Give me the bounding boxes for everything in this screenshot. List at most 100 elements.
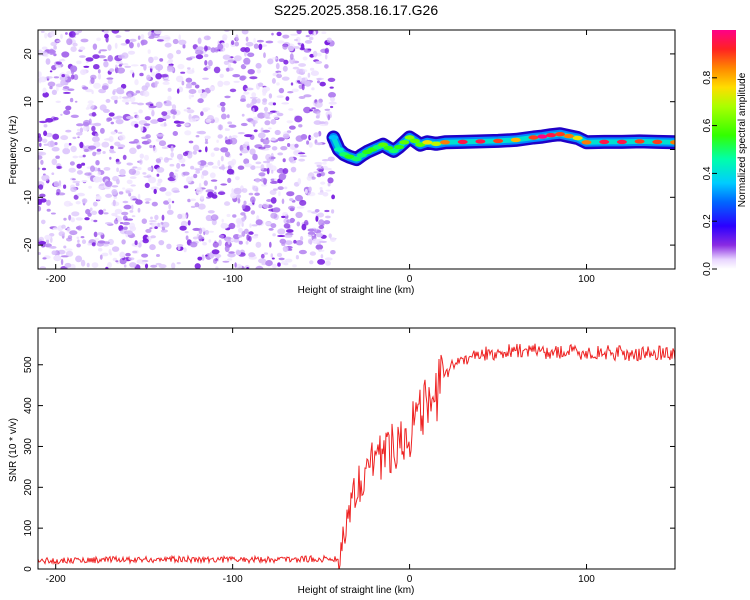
noise-speckle — [214, 253, 222, 258]
noise-speckle — [198, 160, 207, 166]
noise-speckle — [307, 72, 311, 78]
noise-speckle — [155, 101, 163, 109]
noise-speckle — [241, 30, 249, 35]
noise-speckle — [154, 214, 159, 221]
noise-speckle — [94, 238, 100, 241]
noise-speckle — [316, 52, 322, 57]
noise-speckle — [163, 122, 167, 127]
noise-speckle — [65, 105, 72, 111]
noise-speckle — [183, 247, 187, 253]
spectrogram-xtick-label: -100 — [223, 274, 243, 285]
noise-speckle — [244, 163, 252, 168]
noise-speckle — [224, 137, 229, 141]
noise-speckle — [98, 209, 104, 215]
noise-speckle — [68, 142, 72, 146]
noise-speckle — [307, 238, 313, 245]
noise-speckle — [277, 262, 281, 267]
noise-speckle — [233, 238, 240, 243]
noise-speckle — [68, 214, 72, 221]
noise-speckle — [240, 98, 246, 102]
noise-speckle — [224, 95, 231, 99]
noise-speckle — [292, 264, 297, 268]
noise-speckle — [65, 129, 72, 133]
noise-speckle — [204, 135, 211, 140]
noise-speckle — [67, 235, 73, 239]
noise-speckle — [282, 133, 290, 139]
noise-speckle — [103, 138, 112, 141]
noise-speckle — [307, 210, 312, 213]
signal-track-point — [457, 139, 468, 145]
noise-speckle — [311, 176, 316, 180]
noise-speckle — [47, 81, 56, 87]
noise-speckle — [60, 79, 66, 86]
noise-speckle — [244, 134, 253, 138]
noise-speckle — [176, 124, 182, 127]
noise-speckle — [89, 207, 93, 212]
noise-speckle — [308, 186, 312, 192]
spectrogram-ytick-label: 0 — [23, 146, 34, 152]
noise-speckle — [265, 116, 271, 120]
noise-speckle — [39, 120, 48, 124]
noise-speckle — [60, 258, 64, 266]
noise-speckle — [191, 67, 195, 73]
noise-speckle — [288, 108, 294, 111]
noise-speckle — [237, 227, 243, 233]
noise-speckle — [111, 189, 118, 195]
noise-speckle — [263, 144, 271, 149]
noise-speckle — [63, 200, 72, 207]
noise-speckle — [277, 186, 284, 191]
noise-speckle — [183, 123, 190, 127]
noise-speckle — [237, 165, 245, 170]
noise-speckle — [135, 199, 143, 205]
noise-speckle — [187, 67, 191, 70]
noise-speckle — [84, 172, 92, 176]
noise-speckle — [115, 260, 119, 263]
noise-speckle — [66, 38, 73, 46]
noise-speckle — [191, 81, 197, 86]
noise-speckle — [85, 88, 93, 93]
noise-speckle — [181, 163, 186, 167]
noise-speckle — [235, 34, 239, 41]
noise-speckle — [120, 43, 128, 46]
noise-speckle — [271, 146, 278, 151]
noise-speckle — [150, 216, 153, 220]
noise-speckle — [136, 115, 140, 121]
noise-speckle — [99, 49, 108, 52]
noise-speckle — [294, 115, 303, 123]
noise-speckle — [321, 159, 330, 162]
noise-speckle — [159, 224, 163, 229]
noise-speckle — [132, 198, 139, 201]
noise-speckle — [90, 219, 94, 222]
signal-track-point — [333, 147, 344, 152]
noise-speckle — [132, 166, 138, 169]
noise-speckle — [210, 214, 219, 221]
noise-speckle — [160, 221, 164, 225]
noise-speckle — [286, 219, 294, 224]
noise-speckle — [205, 146, 208, 153]
noise-speckle — [109, 252, 113, 256]
noise-speckle — [160, 74, 169, 78]
noise-speckle — [63, 184, 67, 189]
noise-speckle — [227, 63, 232, 69]
noise-speckle — [238, 240, 243, 245]
noise-speckle — [271, 257, 275, 260]
noise-speckle — [328, 101, 337, 105]
noise-speckle — [244, 141, 250, 145]
noise-speckle — [257, 132, 266, 139]
noise-speckle — [128, 257, 135, 261]
noise-speckle — [167, 53, 174, 60]
noise-speckle — [284, 234, 293, 238]
noise-speckle — [101, 252, 109, 257]
signal-track-point — [404, 135, 415, 140]
noise-speckle — [195, 170, 200, 174]
noise-speckle — [122, 200, 129, 204]
noise-speckle — [83, 125, 90, 132]
noise-speckle — [213, 258, 218, 265]
noise-speckle — [315, 142, 323, 146]
noise-speckle — [41, 167, 47, 171]
noise-speckle — [105, 193, 113, 198]
noise-speckle — [92, 176, 101, 183]
noise-speckle — [42, 92, 49, 98]
noise-speckle — [39, 142, 42, 147]
